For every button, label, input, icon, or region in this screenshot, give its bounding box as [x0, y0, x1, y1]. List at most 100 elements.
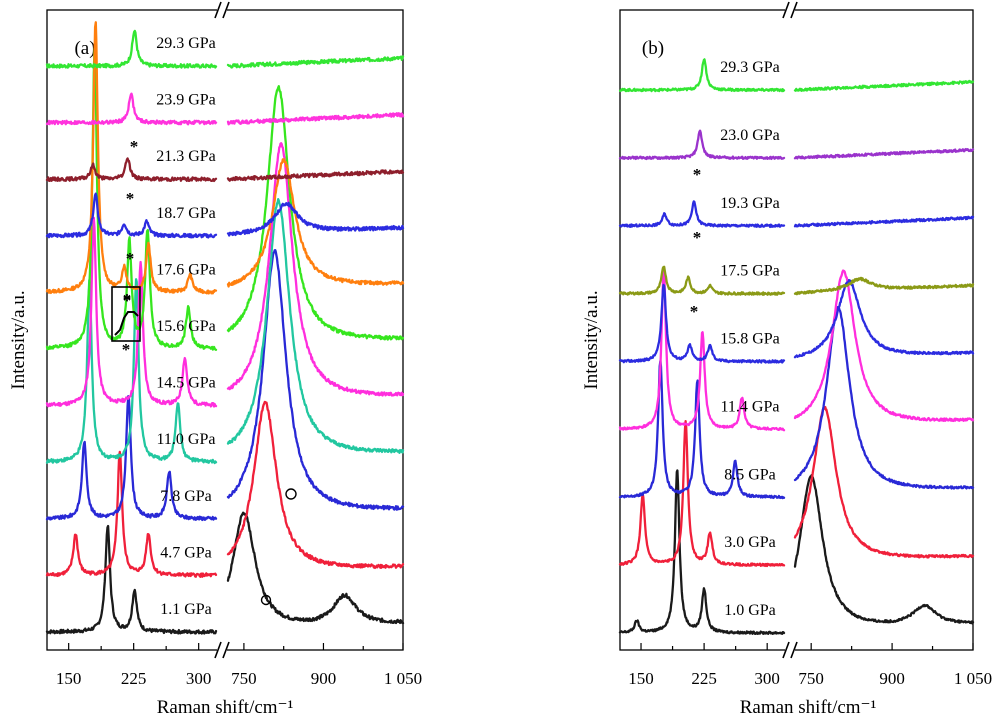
spectrum-7.8-GPa — [45, 249, 405, 522]
spectrum-line — [793, 276, 975, 296]
pressure-label: 11.0 GPa — [157, 431, 216, 448]
spectrum-line — [226, 197, 405, 454]
pressure-label: 23.0 GPa — [720, 127, 780, 144]
x-tick-label: 225 — [691, 669, 717, 688]
spectrum-29.3-GPa — [618, 58, 975, 93]
panel-label: (a) — [74, 38, 95, 59]
panel-b: 150 225 300 750 900 1 050 (b) 1.0 GPa 3.0 GPa 8.5… — [618, 1, 992, 688]
spectrum-line — [226, 511, 405, 625]
plot-frame — [619, 9, 974, 651]
spectrum-3.0-GPa — [618, 405, 975, 568]
star-annotation: * — [130, 137, 139, 156]
x-axis-label-b: Raman shift/cm⁻¹ — [740, 697, 877, 718]
spectrum-11.4-GPa — [618, 268, 975, 432]
pressure-label: 7.8 GPa — [160, 488, 212, 505]
pressure-label: 15.8 GPa — [720, 331, 780, 348]
axis-break-mark — [222, 1, 230, 19]
inset-curve — [114, 311, 139, 336]
spectrum-21.3-GPa — [45, 157, 405, 183]
axis-break-mark — [782, 1, 790, 19]
spectrum-18.7-GPa — [45, 192, 405, 239]
x-tick-label: 225 — [121, 669, 147, 688]
spectrum-14.5-GPa — [45, 142, 405, 408]
spectrum-line — [226, 400, 405, 570]
spectrum-line — [793, 269, 975, 423]
star-annotation: * — [126, 249, 135, 268]
pressure-label: 3.0 GPa — [724, 534, 776, 551]
spectrum-line — [618, 469, 786, 635]
axis-break-mark — [214, 641, 222, 659]
spectrum-line — [226, 55, 405, 69]
star-annotation: * — [123, 290, 132, 309]
axis-break-mark — [214, 1, 222, 19]
spectrum-1.0-GPa — [618, 469, 975, 635]
star-annotation: * — [693, 228, 702, 247]
spectrum-1.1-GPa — [45, 511, 405, 635]
pressure-label: 8.5 GPa — [724, 466, 776, 483]
spectrum-line — [45, 216, 218, 408]
panel-label: (b) — [642, 38, 664, 59]
x-tick-label: 300 — [754, 669, 780, 688]
x-tick-label: 750 — [798, 669, 824, 688]
pressure-label: 29.3 GPa — [720, 59, 780, 76]
x-tick-label: 1 050 — [954, 669, 992, 688]
x-tick-label: 300 — [186, 669, 212, 688]
spectrum-line — [45, 395, 218, 522]
pressure-label: 15.6 GPa — [156, 318, 216, 335]
spectrum-line — [45, 450, 218, 578]
spectrum-15.8-GPa — [618, 278, 975, 364]
spectrum-4.7-GPa — [45, 400, 405, 578]
spectrum-line — [793, 306, 975, 490]
x-tick-label: 1 050 — [384, 669, 422, 688]
spectrum-line — [618, 283, 786, 364]
spectrum-8.5-GPa — [618, 306, 975, 500]
pressure-label: 23.9 GPa — [156, 92, 216, 109]
spectrum-line — [618, 200, 786, 229]
star-annotation: * — [690, 302, 699, 321]
spectrum-line — [793, 215, 975, 228]
spectrum-line — [226, 142, 405, 397]
star-annotation: * — [123, 291, 132, 310]
star-annotation: * — [126, 189, 135, 208]
circle-annotation — [260, 594, 272, 606]
axis-break-mark — [782, 641, 790, 659]
pressure-label: 4.7 GPa — [160, 544, 212, 561]
star-annotation: * — [693, 165, 702, 184]
spectrum-line — [45, 278, 218, 465]
y-axis-label-b: Intensity/a.u. — [581, 290, 602, 389]
pressure-label: 11.4 GPa — [721, 398, 780, 415]
spectrum-line — [45, 92, 218, 126]
spectrum-line — [226, 169, 405, 182]
spectrum-line — [793, 79, 975, 92]
spectrum-11.0-GPa — [45, 197, 405, 465]
spectrum-line — [45, 29, 218, 69]
spectrum-line — [618, 268, 786, 432]
x-tick-label: 900 — [311, 669, 337, 688]
spectrum-line — [226, 158, 405, 288]
pressure-label: 14.5 GPa — [156, 375, 216, 392]
pressure-label: 19.3 GPa — [720, 195, 780, 212]
axis-break-gap — [785, 7, 795, 13]
pressure-label: 1.0 GPa — [724, 602, 776, 619]
spectrum-line — [618, 420, 786, 568]
pressure-label: 1.1 GPa — [160, 601, 212, 618]
star-annotation: * — [122, 340, 131, 359]
axis-break-gap — [217, 647, 227, 653]
axis-break-mark — [790, 641, 798, 659]
inset-box — [111, 286, 141, 342]
spectrum-line — [226, 112, 405, 126]
spectrum-line — [618, 58, 786, 93]
axis-break-mark — [790, 1, 798, 19]
spectrum-19.3-GPa — [618, 200, 975, 229]
spectrum-line — [618, 359, 786, 500]
spectrum-line — [45, 524, 218, 635]
pressure-label: 29.3 GPa — [156, 35, 216, 52]
spectrum-line — [45, 47, 218, 351]
axis-break-mark — [222, 641, 230, 659]
spectrum-line — [45, 157, 218, 183]
spectrum-23.0-GPa — [618, 129, 975, 161]
x-axis-label-a: Raman shift/cm⁻¹ — [157, 697, 294, 718]
x-tick-label: 900 — [879, 669, 905, 688]
spectrum-15.6-GPa — [45, 47, 405, 351]
